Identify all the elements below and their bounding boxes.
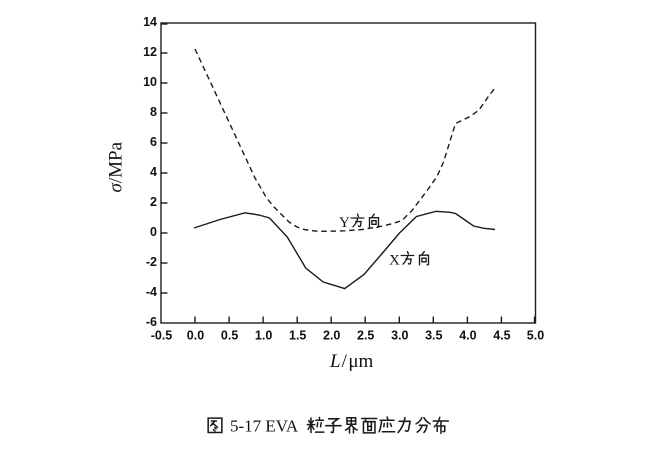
svg-text:6: 6 xyxy=(150,135,157,149)
svg-text:14: 14 xyxy=(143,15,157,29)
svg-text:3.5: 3.5 xyxy=(425,329,442,343)
svg-text:Y: Y xyxy=(339,215,350,231)
svg-text:4.5: 4.5 xyxy=(493,329,510,343)
svg-text:3.0: 3.0 xyxy=(391,329,408,343)
svg-text:0.0: 0.0 xyxy=(187,329,204,343)
svg-text:-0.5: -0.5 xyxy=(151,329,173,343)
svg-text:0.5: 0.5 xyxy=(221,329,238,343)
svg-text:X: X xyxy=(389,253,400,269)
svg-text:-2: -2 xyxy=(146,255,157,269)
svg-text:L/μm: L/μm xyxy=(329,351,374,372)
svg-text:4: 4 xyxy=(150,165,157,179)
svg-text:5.0: 5.0 xyxy=(527,329,544,343)
svg-text:σ/MPa: σ/MPa xyxy=(106,141,127,192)
svg-text:2: 2 xyxy=(150,195,157,209)
svg-text:-4: -4 xyxy=(146,285,157,299)
svg-text:5-17 EVA: 5-17 EVA xyxy=(230,417,299,436)
svg-text:10: 10 xyxy=(143,75,157,89)
svg-text:8: 8 xyxy=(150,105,157,119)
svg-text:-6: -6 xyxy=(146,315,157,329)
svg-text:0: 0 xyxy=(150,225,157,239)
svg-text:1.0: 1.0 xyxy=(255,329,272,343)
svg-text:4.0: 4.0 xyxy=(459,329,476,343)
svg-text:12: 12 xyxy=(143,45,157,59)
svg-text:1.5: 1.5 xyxy=(289,329,306,343)
svg-text:2.5: 2.5 xyxy=(357,329,374,343)
svg-text:2.0: 2.0 xyxy=(323,329,340,343)
